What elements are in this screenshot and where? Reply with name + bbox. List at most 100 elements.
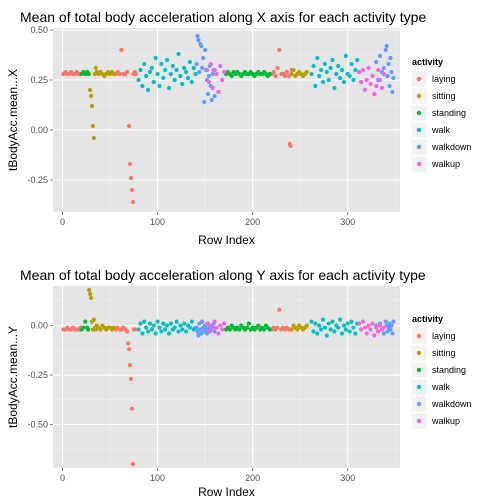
data-point [341,323,347,328]
data-point [315,331,320,336]
data-point [161,75,166,81]
data-point [391,319,396,324]
data-point [370,321,375,326]
data-point [317,323,322,328]
data-point [194,325,199,330]
x-tick-label: 300 [340,217,355,227]
data-point [313,83,318,89]
y-axis-label: tBodyAcc.mean...Y [6,326,20,428]
data-point [200,319,205,324]
data-point [138,67,143,73]
data-point [357,69,362,75]
data-point [343,53,348,59]
x-tick-label: 200 [245,473,260,483]
data-point [91,135,96,141]
y-tick-label: 0.25 [30,75,48,85]
data-point [157,83,162,89]
data-point [384,43,389,49]
data-point [136,77,141,83]
data-point [88,295,94,300]
data-point [212,67,217,73]
data-point [153,331,158,336]
data-point [379,85,385,91]
data-point [324,69,329,75]
data-point [199,43,204,49]
x-axis-label: Row Index [198,485,255,499]
data-point [216,331,221,336]
data-point [222,69,227,75]
data-point [111,325,116,330]
data-point [193,71,198,77]
data-point [326,77,331,83]
data-point [189,79,194,85]
data-point [144,73,149,79]
x-tick-label: 0 [60,473,65,483]
data-point [178,73,183,79]
data-point [390,89,395,95]
x-tick-label: 300 [340,473,355,483]
y-tick-label: -0.25 [27,175,48,185]
data-point [208,61,213,67]
data-point [147,69,153,75]
data-point [291,67,296,73]
series-standing [79,69,272,79]
data-point [142,319,147,324]
data-point [336,63,341,69]
data-point [145,329,151,334]
data-point [129,406,135,411]
legend-marker [416,93,422,99]
data-point [87,287,92,293]
data-point [98,327,103,332]
data-point [157,325,162,330]
chart-title: Mean of total body acceleration along X … [20,9,426,25]
data-point [322,61,327,67]
data-point [86,327,91,332]
data-point [119,47,124,53]
data-point [304,323,309,328]
data-point [209,97,214,103]
data-point [332,329,337,334]
data-point [196,37,201,43]
legend-label: sitting [432,348,456,358]
data-point [163,67,168,73]
chart-1: Mean of total body acceleration along X … [6,9,472,247]
data-point [338,317,343,322]
legend-marker [416,384,422,390]
data-point [295,327,300,332]
data-point [360,319,366,324]
data-point [381,65,386,71]
data-point [328,327,333,332]
data-point [216,89,221,95]
data-point [339,67,345,73]
data-point [197,69,202,75]
data-point [330,57,335,63]
data-point [168,321,173,326]
data-point [289,327,294,332]
data-point [206,79,212,85]
data-point [185,75,191,81]
data-point [288,143,293,149]
data-point [351,77,356,83]
data-point [111,71,116,77]
legend-label: laying [432,331,456,341]
data-point [374,325,379,330]
legend-label: walkdown [431,399,472,409]
data-point [93,65,98,71]
data-point [381,331,386,336]
data-point [390,331,395,336]
data-point [144,325,149,330]
data-point [83,319,88,324]
data-point [336,325,341,330]
data-point [246,321,251,326]
data-point [140,331,145,336]
data-point [130,199,135,205]
data-point [364,77,369,83]
data-point [377,323,383,328]
data-point [187,325,192,330]
data-point [129,187,135,193]
data-point [210,327,215,332]
data-point [332,85,337,91]
data-point [145,87,151,93]
legend-label: walkup [431,159,460,169]
